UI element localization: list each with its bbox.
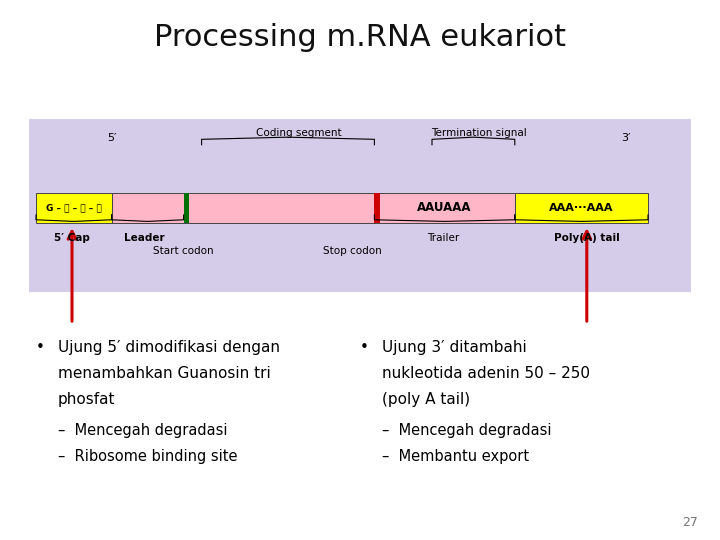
Text: Coding segment: Coding segment bbox=[256, 127, 341, 138]
FancyBboxPatch shape bbox=[374, 193, 380, 222]
FancyBboxPatch shape bbox=[29, 119, 691, 292]
Text: –  Mencegah degradasi: – Mencegah degradasi bbox=[382, 423, 551, 438]
Text: (poly A tail): (poly A tail) bbox=[382, 392, 469, 407]
Text: –  Membantu export: – Membantu export bbox=[382, 449, 528, 464]
Text: G – ⓟ – ⓟ – ⓟ: G – ⓟ – ⓟ – ⓟ bbox=[46, 204, 102, 212]
Text: •: • bbox=[360, 340, 369, 355]
Text: menambahkan Guanosin tri: menambahkan Guanosin tri bbox=[58, 366, 270, 381]
Text: –  Mencegah degradasi: – Mencegah degradasi bbox=[58, 423, 227, 438]
FancyBboxPatch shape bbox=[184, 193, 189, 222]
Text: 27: 27 bbox=[683, 516, 698, 529]
Text: 5′ Cap: 5′ Cap bbox=[54, 233, 90, 244]
Text: phosfat: phosfat bbox=[58, 392, 115, 407]
Text: Ujung 5′ dimodifikasi dengan: Ujung 5′ dimodifikasi dengan bbox=[58, 340, 279, 355]
Text: •: • bbox=[36, 340, 45, 355]
Text: Termination signal: Termination signal bbox=[431, 127, 526, 138]
Text: Poly(A) tail: Poly(A) tail bbox=[554, 233, 620, 244]
Text: 3′: 3′ bbox=[621, 133, 631, 143]
Text: AAA···AAA: AAA···AAA bbox=[549, 203, 613, 213]
Text: nukleotida adenin 50 – 250: nukleotida adenin 50 – 250 bbox=[382, 366, 590, 381]
FancyBboxPatch shape bbox=[184, 193, 374, 222]
Text: 5′: 5′ bbox=[107, 133, 117, 143]
Text: AAUAAA: AAUAAA bbox=[418, 201, 472, 214]
Text: –  Ribosome binding site: – Ribosome binding site bbox=[58, 449, 237, 464]
Text: Stop codon: Stop codon bbox=[323, 246, 382, 256]
FancyBboxPatch shape bbox=[36, 193, 112, 222]
FancyBboxPatch shape bbox=[374, 193, 515, 222]
FancyBboxPatch shape bbox=[112, 193, 184, 222]
Text: Start codon: Start codon bbox=[153, 246, 214, 256]
Text: Ujung 3′ ditambahi: Ujung 3′ ditambahi bbox=[382, 340, 526, 355]
FancyBboxPatch shape bbox=[515, 193, 648, 222]
Text: Leader: Leader bbox=[124, 233, 164, 244]
Text: Trailer: Trailer bbox=[427, 233, 459, 244]
Text: Processing m.RNA eukariot: Processing m.RNA eukariot bbox=[154, 23, 566, 52]
